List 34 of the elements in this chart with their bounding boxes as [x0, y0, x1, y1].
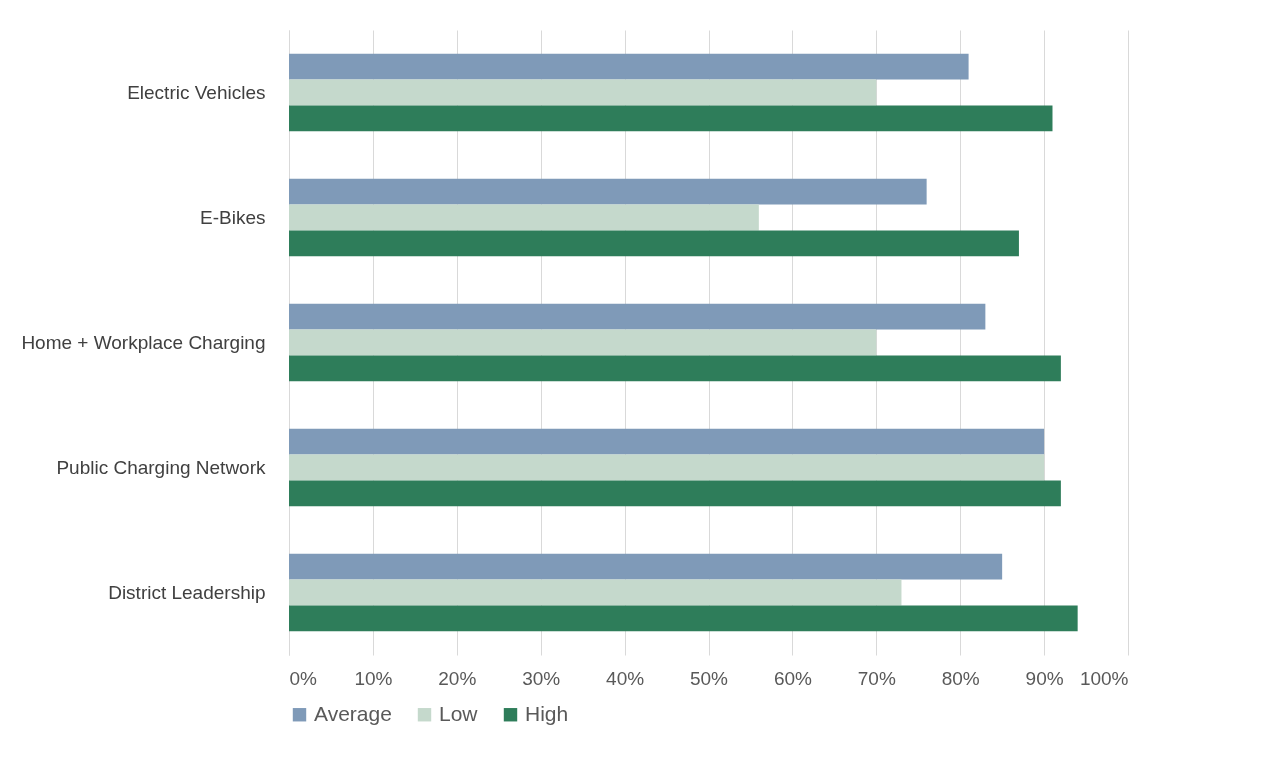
y-tick-label: Electric Vehicles	[127, 81, 266, 103]
x-tick-label: 40%	[606, 667, 645, 689]
bar	[289, 204, 759, 231]
bar	[289, 178, 927, 205]
x-tick-label: 10%	[354, 667, 393, 689]
bar	[289, 355, 1061, 382]
bar	[289, 303, 986, 330]
bar	[289, 579, 902, 606]
bar	[289, 480, 1061, 507]
x-tick-label: 0%	[289, 667, 318, 689]
x-tick-label: 20%	[438, 667, 477, 689]
bar	[289, 454, 1045, 481]
legend-label: High	[525, 701, 569, 725]
bar	[289, 329, 877, 356]
bar	[289, 553, 1003, 580]
legend-label: Low	[439, 701, 479, 725]
bar	[289, 53, 969, 80]
x-tick-label: 80%	[941, 667, 980, 689]
x-tick-label: 100%	[1079, 667, 1129, 689]
bar	[289, 105, 1053, 132]
x-tick-label: 50%	[689, 667, 729, 689]
x-tick-label: 30%	[522, 667, 561, 689]
y-tick-label: District Leadership	[108, 581, 266, 603]
bar	[289, 79, 877, 106]
legend-label: Average	[314, 701, 392, 725]
x-tick-label: 70%	[857, 667, 896, 689]
bar	[289, 605, 1078, 632]
x-tick-label: 90%	[1025, 667, 1064, 689]
y-tick-label: Home + Workplace Charging	[21, 331, 266, 353]
y-tick-label: Public Charging Network	[56, 456, 266, 478]
bar	[289, 230, 1019, 257]
x-tick-label: 60%	[773, 667, 813, 689]
bar	[289, 428, 1045, 455]
y-tick-label: E-Bikes	[200, 206, 266, 228]
